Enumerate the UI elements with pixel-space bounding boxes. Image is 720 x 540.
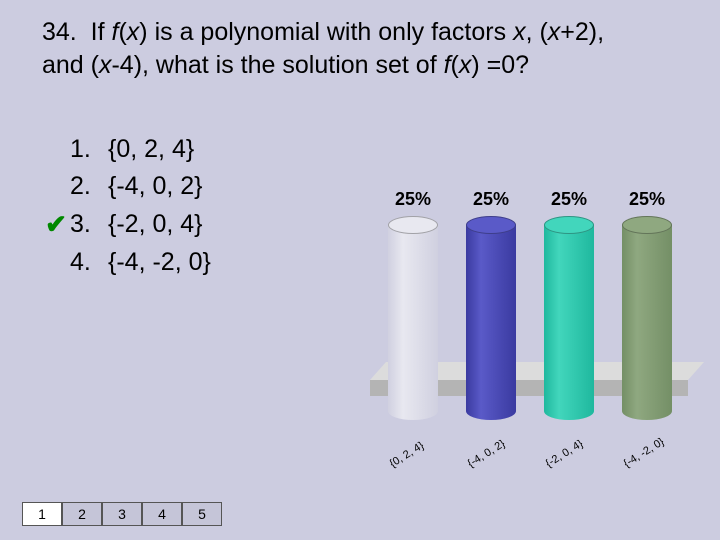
countdown-timer: 12345 — [22, 502, 222, 526]
x-axis-label: {-4, -2, 0} — [622, 436, 667, 470]
answer-text: {-4, -2, 0} — [108, 248, 211, 277]
question-text: 34. If f(x) is a polynomial with only fa… — [42, 16, 678, 81]
x-axis-label: {-4, 0, 2} — [466, 438, 508, 470]
timer-cell: 5 — [182, 502, 222, 526]
x-axis-label: {-2, 0, 4} — [544, 438, 586, 470]
x-axis-label: {0, 2, 4} — [388, 440, 427, 470]
answer-number: 3. — [70, 210, 108, 239]
q-number: 34. — [42, 18, 77, 46]
answer-row[interactable]: 4.{-4, -2, 0} — [42, 248, 211, 277]
timer-cell: 1 — [22, 502, 62, 526]
check-icon: ✔ — [42, 209, 70, 240]
answer-text: {0, 2, 4} — [108, 135, 194, 164]
bar-value-label: 25% — [544, 189, 594, 210]
bar: 25% — [466, 197, 516, 420]
bar: 25% — [388, 197, 438, 420]
answer-number: 2. — [70, 172, 108, 201]
bar-value-label: 25% — [622, 189, 672, 210]
answer-number: 1. — [70, 135, 108, 164]
poll-chart: 25%25%25%25% {0, 2, 4}{-4, 0, 2}{-2, 0, … — [380, 140, 700, 460]
answer-row[interactable]: 2.{-4, 0, 2} — [42, 172, 211, 201]
answer-text: {-4, 0, 2} — [108, 172, 203, 201]
timer-cell: 3 — [102, 502, 142, 526]
bar-value-label: 25% — [466, 189, 516, 210]
bar: 25% — [544, 197, 594, 420]
answer-number: 4. — [70, 248, 108, 277]
answer-list: 1.{0, 2, 4}2.{-4, 0, 2}✔3.{-2, 0, 4}4.{-… — [42, 135, 211, 285]
answer-row[interactable]: 1.{0, 2, 4} — [42, 135, 211, 164]
answer-row[interactable]: ✔3.{-2, 0, 4} — [42, 209, 211, 240]
bar: 25% — [622, 197, 672, 420]
timer-cell: 4 — [142, 502, 182, 526]
timer-cell: 2 — [62, 502, 102, 526]
x-axis-labels: {0, 2, 4} {-4, 0, 2} {-2, 0, 4} {-4, -2, 0} — [380, 430, 700, 490]
answer-text: {-2, 0, 4} — [108, 210, 203, 239]
bar-value-label: 25% — [388, 189, 438, 210]
